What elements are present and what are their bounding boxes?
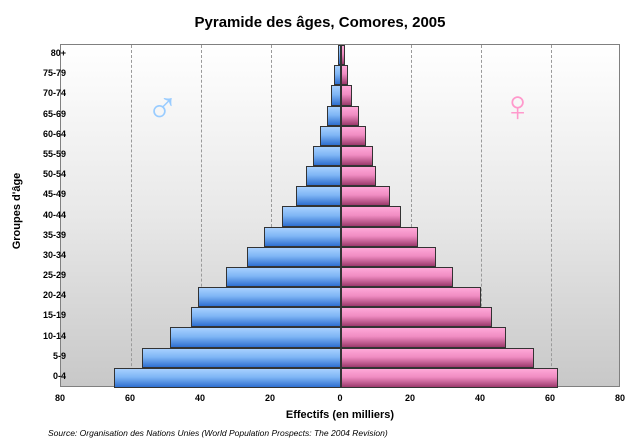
bar-female <box>341 367 558 388</box>
y-tick-label: 45-49 <box>42 189 66 200</box>
bar-male <box>330 85 341 106</box>
gridline <box>411 45 412 386</box>
bar-male <box>113 367 341 388</box>
bar-male <box>264 226 341 247</box>
bar-male <box>337 45 341 66</box>
x-tick-label: 60 <box>544 393 555 403</box>
x-tick-label: 20 <box>264 393 275 403</box>
x-tick-label: 40 <box>194 393 205 403</box>
bar-female <box>341 166 376 187</box>
bar-female <box>341 246 436 267</box>
gridline <box>131 45 132 386</box>
y-tick-label: 20-24 <box>42 290 66 301</box>
bar-male <box>320 125 341 146</box>
x-tick-label: 80 <box>614 393 625 403</box>
x-tick-label: 80 <box>54 393 65 403</box>
gridline <box>551 45 552 386</box>
y-tick-label: 5-9 <box>52 350 66 361</box>
bar-female <box>341 45 345 66</box>
bar-male <box>306 166 341 187</box>
y-tick-label: 75-79 <box>42 68 66 79</box>
bar-male <box>197 287 341 308</box>
bar-male <box>281 206 341 227</box>
x-tick-label: 20 <box>404 393 415 403</box>
bar-male <box>246 246 341 267</box>
bar-female <box>341 287 481 308</box>
x-tick-label: 60 <box>124 393 135 403</box>
y-tick-label: 65-69 <box>42 108 66 119</box>
bar-female <box>341 65 348 86</box>
y-tick-label: 10-14 <box>42 330 66 341</box>
bar-female <box>341 206 401 227</box>
y-tick-label: 30-34 <box>42 249 66 260</box>
y-tick-label: 15-19 <box>42 310 66 321</box>
bar-female <box>341 105 359 126</box>
bar-female <box>341 85 352 106</box>
y-tick-label: 50-54 <box>42 169 66 180</box>
y-tick-label: 60-64 <box>42 128 66 139</box>
y-tick-label: 25-29 <box>42 270 66 281</box>
gridline <box>201 45 202 386</box>
x-tick-label: 40 <box>474 393 485 403</box>
gridline <box>271 45 272 386</box>
gridline <box>481 45 482 386</box>
y-tick-label: 55-59 <box>42 148 66 159</box>
y-tick-label: 70-74 <box>42 88 66 99</box>
bar-female <box>341 307 492 328</box>
bar-female <box>341 125 366 146</box>
y-tick-label: 0-4 <box>52 370 66 381</box>
x-tick-label: 0 <box>337 393 343 403</box>
y-tick-label: 40-44 <box>42 209 66 220</box>
bar-female <box>341 266 453 288</box>
bar-female <box>341 226 418 247</box>
chart-title: Pyramide des âges, Comores, 2005 <box>194 14 446 31</box>
bar-female <box>341 186 390 207</box>
bar-male <box>327 105 341 126</box>
bar-male <box>295 186 341 207</box>
bar-male <box>313 145 341 167</box>
bar-male <box>141 347 341 368</box>
bar-male <box>169 327 341 348</box>
y-tick-label: 80+ <box>50 48 66 59</box>
bar-female <box>341 145 373 167</box>
bar-male <box>190 307 341 328</box>
male-symbol-icon: ♂ <box>146 82 179 131</box>
x-axis-title: Effectifs (en milliers) <box>285 409 395 421</box>
bar-male <box>334 65 341 86</box>
bar-male <box>225 266 341 288</box>
bar-female <box>341 347 534 368</box>
y-tick-label: 35-39 <box>42 229 66 240</box>
source-note: Source: Organisation des Nations Unies (… <box>48 428 388 438</box>
plot-area: ♂ ♀ <box>60 44 620 388</box>
female-symbol-icon: ♀ <box>501 82 534 131</box>
bar-female <box>341 327 506 348</box>
